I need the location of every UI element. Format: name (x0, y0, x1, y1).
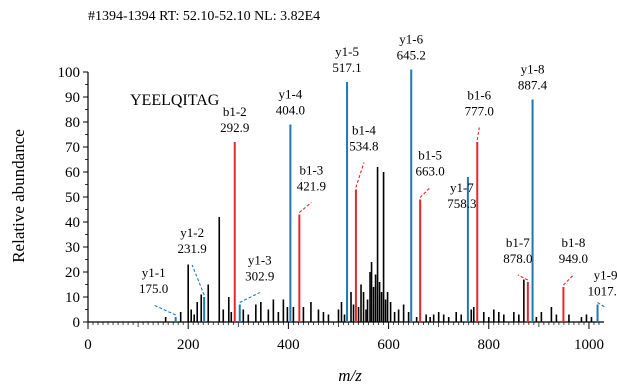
ion-mz-label: 421.9 (297, 179, 326, 194)
ion-mz-label: 517.1 (332, 60, 361, 75)
y-tick-label: 30 (65, 240, 80, 256)
x-tick-label: 400 (277, 337, 300, 353)
ion-connector (476, 127, 480, 141)
ion-mz-label: 878.0 (503, 251, 532, 266)
ion-label: b1-3 (299, 163, 323, 178)
ion-connector (597, 302, 606, 308)
chart-header: #1394-1394 RT: 52.10-52.10 NL: 3.82E4 (88, 9, 320, 24)
ion-label: b1-4 (352, 123, 376, 138)
ion-connector (563, 274, 574, 286)
ion-mz-label: 758.3 (447, 196, 476, 211)
y-tick-label: 70 (65, 140, 80, 156)
y-tick-label: 20 (65, 265, 80, 281)
x-axis-label: m/z (338, 366, 362, 385)
ion-label: y1-6 (399, 32, 423, 47)
y-tick-label: 50 (65, 190, 80, 206)
x-tick-label: 600 (377, 337, 400, 353)
ion-label: y1-1 (142, 265, 166, 280)
ion-label: y1-2 (180, 225, 204, 240)
ion-mz-label: 645.2 (397, 48, 426, 63)
y-tick-label: 40 (65, 215, 80, 231)
ion-label: b1-7 (506, 235, 530, 250)
ion-mz-label: 231.9 (178, 241, 207, 256)
y-tick-label: 0 (73, 315, 81, 331)
ion-mz-label: 949.0 (559, 251, 588, 266)
ion-label: b1-8 (561, 235, 585, 250)
ion-mz-label: 663.0 (416, 164, 445, 179)
ion-connector (153, 304, 176, 316)
ion-connector (419, 187, 431, 198)
y-tick-label: 90 (65, 90, 80, 106)
x-tick-label: 800 (478, 337, 501, 353)
ion-label: b1-5 (418, 148, 442, 163)
ion-mz-label: 534.8 (349, 139, 378, 154)
ion-mz-label: 175.0 (139, 281, 168, 296)
ion-mz-label: 887.4 (518, 78, 548, 93)
ion-connector (517, 274, 529, 281)
y-axis-label: Relative abundance (9, 129, 28, 263)
ion-mz-label: 302.9 (245, 269, 274, 284)
ion-mz-label: 777.0 (465, 104, 494, 119)
ion-connector (299, 202, 312, 213)
ion-connector (191, 264, 205, 296)
y-tick-label: 10 (65, 290, 80, 306)
x-tick-label: 200 (177, 337, 200, 353)
y-tick-label: 100 (58, 65, 81, 81)
x-tick-label: 0 (84, 337, 92, 353)
ion-label: b1-6 (467, 88, 491, 103)
ion-label: y1-8 (521, 62, 545, 77)
peaks (164, 69, 599, 322)
ion-mz-label: 1017.1 (588, 284, 617, 299)
ion-connector (355, 162, 365, 188)
ion-label: y1-9 (594, 268, 617, 283)
ion-label: y1-3 (248, 253, 272, 268)
ion-label: y1-5 (335, 44, 359, 59)
y-tick-label: 60 (65, 165, 80, 181)
ion-connector (239, 292, 260, 303)
ion-label: y1-7 (450, 180, 474, 195)
y-tick-label: 80 (65, 115, 80, 131)
ion-mz-label: 292.9 (220, 120, 249, 135)
x-tick-label: 1000 (574, 337, 604, 353)
ion-mz-label: 404.0 (276, 103, 305, 118)
peptide-label: YEELQITAG (130, 92, 220, 109)
ion-label: y1-4 (278, 87, 302, 102)
ion-label: b1-2 (223, 104, 247, 119)
